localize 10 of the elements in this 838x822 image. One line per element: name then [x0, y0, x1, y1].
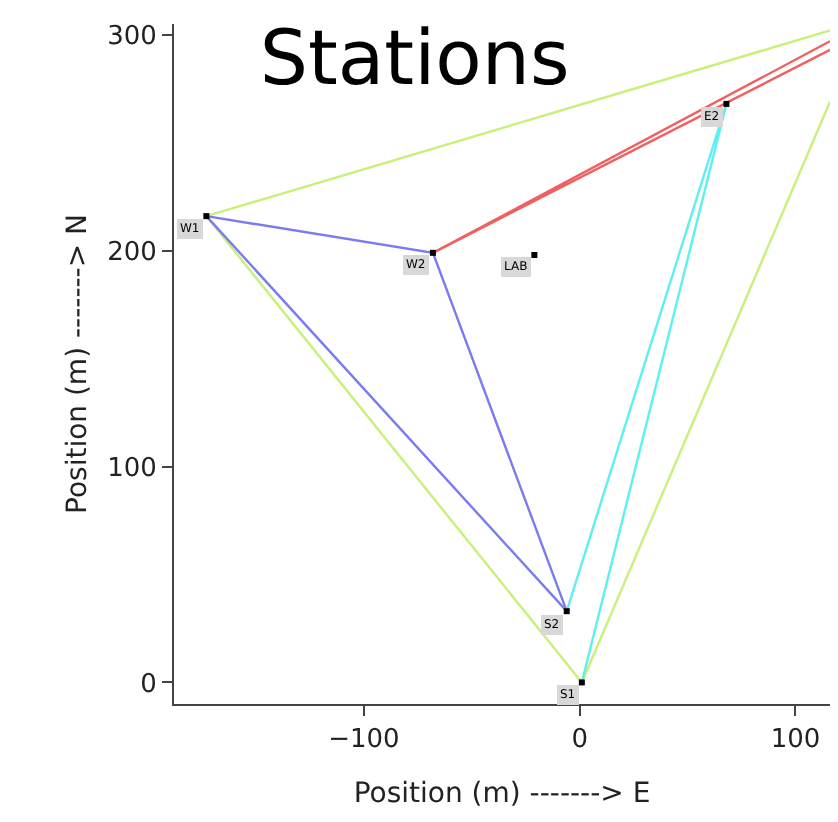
- y-axis-title: Position (m) -------> N: [62, 214, 95, 514]
- x-tick-label: −100: [328, 725, 400, 756]
- y-tick-label: 100: [107, 453, 157, 484]
- x-tick-label: 100: [770, 725, 821, 756]
- x-axis-title: Position (m) -------> E: [353, 777, 651, 810]
- chart-title: Stations: [259, 14, 570, 103]
- y-tick-label: 300: [107, 21, 157, 52]
- x-tick-label: 0: [571, 725, 588, 756]
- y-tick-label: 200: [107, 237, 157, 268]
- y-tick-label: 0: [140, 669, 157, 700]
